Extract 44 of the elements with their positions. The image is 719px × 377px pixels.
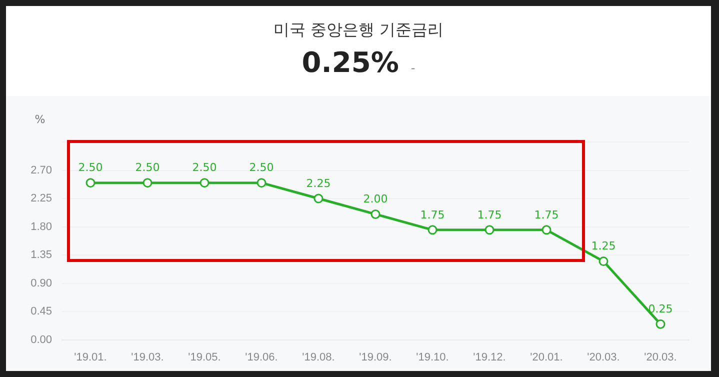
point (428, 225, 438, 235)
data-label: 1.75 (477, 208, 502, 222)
data-label: 2.25 (306, 176, 331, 190)
y-tick-label: 2.70 (30, 164, 52, 176)
x-tick-label: '19.03. (131, 351, 164, 364)
data-label: 0.25 (648, 302, 673, 316)
x-tick-label: '19.10. (416, 351, 449, 364)
point (142, 178, 152, 188)
data-label: 2.50 (135, 161, 160, 174)
point (256, 178, 266, 188)
x-tick-label: '19.06. (245, 351, 278, 364)
x-tick-label: '20.01. (530, 351, 563, 364)
chart-title: 미국 중앙은행 기준금리 (272, 20, 445, 41)
point (484, 225, 494, 235)
y-tick-label: 2.25 (30, 192, 52, 205)
chart-subtitle: 0.25% (302, 46, 399, 79)
data-label: 1.75 (534, 208, 559, 222)
point (656, 319, 666, 329)
x-tick-label: '20.03. (587, 351, 620, 364)
y-axis-title: % (34, 112, 46, 126)
data-label: 2.50 (78, 161, 103, 174)
x-tick-label: '19.01. (74, 351, 107, 364)
y-tick-label: 0.00 (30, 334, 52, 346)
data-label: 2.00 (363, 192, 388, 206)
x-tick-label: '19.12. (473, 351, 506, 364)
x-tick-label: '19.05. (188, 351, 221, 364)
data-label: 2.50 (192, 161, 217, 174)
point (86, 178, 96, 188)
y-tick-label: 1.35 (30, 249, 52, 262)
y-tick-label: 0.90 (30, 277, 52, 290)
x-tick-label: '20.03. (644, 351, 677, 364)
x-tick-label: '19.09. (359, 351, 392, 364)
data-label: 1.75 (420, 208, 445, 222)
point (200, 178, 210, 188)
text: - (410, 61, 416, 75)
point (542, 225, 552, 235)
point (370, 209, 380, 219)
point (314, 194, 324, 204)
y-tick-label: 0.45 (30, 306, 52, 318)
data-label: 1.25 (591, 240, 616, 253)
point (598, 256, 608, 266)
data-label: 2.50 (249, 161, 274, 174)
x-tick-label: '19.08. (302, 351, 335, 364)
y-tick-label: 1.80 (30, 220, 52, 233)
